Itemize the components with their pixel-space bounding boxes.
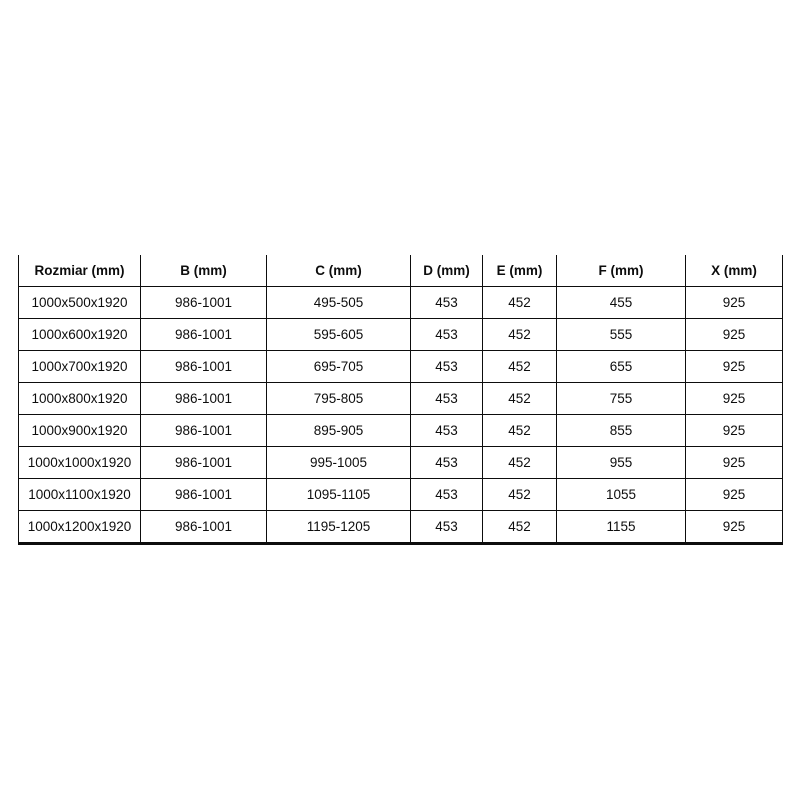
cell-size: 1000x1200x1920 xyxy=(18,510,141,545)
cell-size: 1000x1100x1920 xyxy=(18,478,141,511)
cell-x: 925 xyxy=(685,382,783,415)
cell-size: 1000x700x1920 xyxy=(18,350,141,383)
cell-d: 453 xyxy=(410,510,483,545)
cell-f: 1155 xyxy=(556,510,686,545)
cell-b: 986-1001 xyxy=(140,414,267,447)
cell-f: 955 xyxy=(556,446,686,479)
table-row: 1000x1000x1920 986-1001 995-1005 453 452… xyxy=(18,446,783,479)
cell-f: 1055 xyxy=(556,478,686,511)
cell-c: 695-705 xyxy=(266,350,411,383)
cell-size: 1000x600x1920 xyxy=(18,318,141,351)
dimensions-table-container: Rozmiar (mm) B (mm) C (mm) D (mm) E (mm)… xyxy=(18,255,783,545)
table-body: 1000x500x1920 986-1001 495-505 453 452 4… xyxy=(18,286,783,545)
table-header: Rozmiar (mm) B (mm) C (mm) D (mm) E (mm)… xyxy=(18,255,783,287)
column-header-c: C (mm) xyxy=(266,255,411,287)
cell-f: 655 xyxy=(556,350,686,383)
cell-b: 986-1001 xyxy=(140,350,267,383)
table-row: 1000x900x1920 986-1001 895-905 453 452 8… xyxy=(18,414,783,447)
table-row: 1000x700x1920 986-1001 695-705 453 452 6… xyxy=(18,350,783,383)
cell-b: 986-1001 xyxy=(140,510,267,545)
cell-b: 986-1001 xyxy=(140,286,267,319)
cell-x: 925 xyxy=(685,510,783,545)
cell-x: 925 xyxy=(685,350,783,383)
cell-d: 453 xyxy=(410,446,483,479)
cell-d: 453 xyxy=(410,414,483,447)
column-header-d: D (mm) xyxy=(410,255,483,287)
cell-x: 925 xyxy=(685,446,783,479)
cell-f: 455 xyxy=(556,286,686,319)
cell-c: 895-905 xyxy=(266,414,411,447)
cell-c: 1095-1105 xyxy=(266,478,411,511)
column-header-f: F (mm) xyxy=(556,255,686,287)
table-row: 1000x600x1920 986-1001 595-605 453 452 5… xyxy=(18,318,783,351)
cell-e: 452 xyxy=(482,318,557,351)
cell-c: 795-805 xyxy=(266,382,411,415)
cell-x: 925 xyxy=(685,414,783,447)
column-header-x: X (mm) xyxy=(685,255,783,287)
cell-x: 925 xyxy=(685,318,783,351)
cell-f: 555 xyxy=(556,318,686,351)
cell-size: 1000x1000x1920 xyxy=(18,446,141,479)
cell-size: 1000x800x1920 xyxy=(18,382,141,415)
cell-d: 453 xyxy=(410,318,483,351)
cell-c: 595-605 xyxy=(266,318,411,351)
cell-d: 453 xyxy=(410,350,483,383)
cell-c: 995-1005 xyxy=(266,446,411,479)
cell-e: 452 xyxy=(482,382,557,415)
cell-e: 452 xyxy=(482,478,557,511)
cell-x: 925 xyxy=(685,286,783,319)
column-header-b: B (mm) xyxy=(140,255,267,287)
cell-c: 1195-1205 xyxy=(266,510,411,545)
cell-d: 453 xyxy=(410,478,483,511)
cell-e: 452 xyxy=(482,414,557,447)
cell-x: 925 xyxy=(685,478,783,511)
column-header-e: E (mm) xyxy=(482,255,557,287)
cell-e: 452 xyxy=(482,350,557,383)
table-row: 1000x1200x1920 986-1001 1195-1205 453 45… xyxy=(18,510,783,545)
table-row: 1000x500x1920 986-1001 495-505 453 452 4… xyxy=(18,286,783,319)
cell-f: 855 xyxy=(556,414,686,447)
cell-d: 453 xyxy=(410,382,483,415)
cell-b: 986-1001 xyxy=(140,446,267,479)
cell-e: 452 xyxy=(482,286,557,319)
cell-e: 452 xyxy=(482,510,557,545)
cell-b: 986-1001 xyxy=(140,382,267,415)
cell-size: 1000x500x1920 xyxy=(18,286,141,319)
cell-d: 453 xyxy=(410,286,483,319)
table-row: 1000x800x1920 986-1001 795-805 453 452 7… xyxy=(18,382,783,415)
cell-b: 986-1001 xyxy=(140,318,267,351)
cell-b: 986-1001 xyxy=(140,478,267,511)
table-row: 1000x1100x1920 986-1001 1095-1105 453 45… xyxy=(18,478,783,511)
cell-e: 452 xyxy=(482,446,557,479)
table-header-row: Rozmiar (mm) B (mm) C (mm) D (mm) E (mm)… xyxy=(18,255,783,287)
cell-size: 1000x900x1920 xyxy=(18,414,141,447)
cell-f: 755 xyxy=(556,382,686,415)
cell-c: 495-505 xyxy=(266,286,411,319)
shower-enclosure-dimensions-table: Rozmiar (mm) B (mm) C (mm) D (mm) E (mm)… xyxy=(18,255,783,545)
column-header-size: Rozmiar (mm) xyxy=(18,255,141,287)
